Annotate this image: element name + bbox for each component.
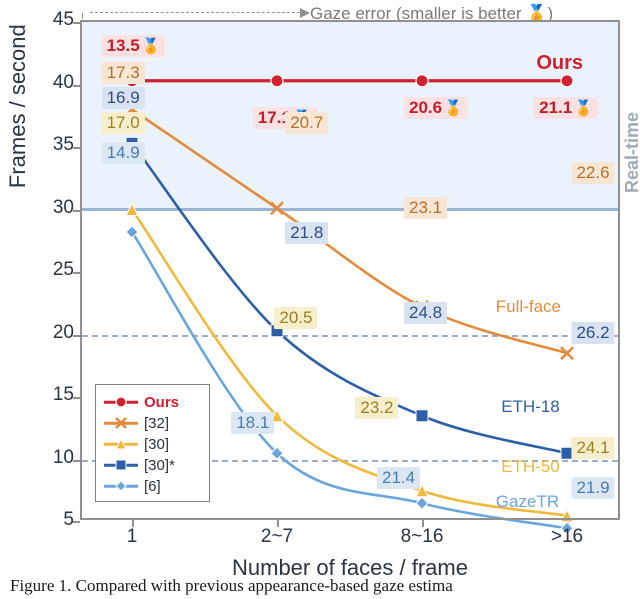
ytick-mark [73, 335, 80, 337]
xtick-label: 1 [127, 526, 138, 548]
medal-icon: 🏅 [444, 99, 463, 117]
ytick-label: 15 [34, 384, 74, 406]
x-axis-line [80, 518, 618, 520]
error-chip: 22.6 [571, 162, 614, 184]
error-chip: 21.1🏅 [534, 97, 598, 119]
ytick-label: 30 [34, 197, 74, 219]
medal-icon: 🏅 [142, 37, 161, 55]
error-chip: 20.5 [274, 307, 317, 329]
y-axis-label: Frames / second [5, 24, 31, 188]
legend-swatch [104, 458, 138, 472]
curve-label: Full-face [496, 297, 561, 317]
xtick-label: 8~16 [401, 526, 444, 548]
error-chip: 24.8 [404, 302, 447, 324]
legend-label: Ours [144, 394, 179, 411]
error-chip: 13.5🏅 [102, 35, 166, 57]
legend-label: [6] [144, 478, 161, 495]
legend-item: [30] [104, 434, 201, 454]
error-chip: 21.8 [285, 222, 328, 244]
medal-icon: 🏅 [574, 99, 593, 117]
chart-container: Gaze error (smaller is better 🏅) Real-ti… [10, 10, 630, 570]
ytick-mark [73, 22, 80, 24]
legend-item: [6] [104, 476, 201, 496]
error-chip: 20.7 [285, 112, 328, 134]
error-chip: 23.2 [355, 397, 398, 419]
realtime-label: Real-time [622, 112, 640, 193]
ytick-mark [73, 210, 80, 212]
error-chip: 17.0 [102, 112, 145, 134]
legend-label: [32] [144, 415, 169, 432]
legend-item: [30]* [104, 455, 201, 475]
error-chip: 18.1 [231, 412, 274, 434]
error-chip: 23.1 [404, 197, 447, 219]
ytick-mark [73, 147, 80, 149]
ours-series-label: Ours [536, 52, 583, 75]
error-chip: 26.2 [571, 322, 614, 344]
ytick-mark [73, 460, 80, 462]
legend-label: [30]* [144, 457, 175, 474]
legend: Ours [32] [30] [30]* [6] [95, 384, 210, 502]
legend-item: [32] [104, 413, 201, 433]
ytick-label: 25 [34, 259, 74, 281]
figure-caption: Figure 1. Compared with previous appeara… [10, 576, 453, 596]
ytick-mark [73, 397, 80, 399]
ytick-label: 45 [34, 9, 74, 31]
ytick-label: 35 [34, 134, 74, 156]
legend-swatch [104, 395, 138, 409]
legend-label: [30] [144, 436, 169, 453]
ytick-label: 5 [34, 509, 74, 531]
ytick-label: 20 [34, 322, 74, 344]
ytick-label: 40 [34, 72, 74, 94]
legend-item: Ours [104, 392, 201, 412]
error-chip: 21.4 [377, 467, 420, 489]
legend-swatch [104, 416, 138, 430]
xtick-label: >16 [551, 526, 583, 548]
error-chip: 21.9 [571, 477, 614, 499]
legend-swatch [104, 479, 138, 493]
error-chip: 16.9 [102, 87, 145, 109]
error-chip: 14.9 [102, 142, 145, 164]
ytick-mark [73, 85, 80, 87]
y-axis-line [80, 22, 82, 520]
xtick-label: 2~7 [261, 526, 293, 548]
legend-swatch [104, 437, 138, 451]
ytick-mark [73, 521, 80, 523]
error-chip: 20.6🏅 [404, 97, 468, 119]
curve-label: ETH-18 [501, 397, 560, 417]
error-chip: 24.1 [571, 437, 614, 459]
ytick-label: 10 [34, 447, 74, 469]
gaze-arrow [90, 12, 300, 13]
ytick-mark [73, 272, 80, 274]
error-chip: 17.3 [102, 62, 145, 84]
curve-label: ETH-50 [501, 457, 560, 477]
curve-label: GazeTR [496, 492, 559, 512]
